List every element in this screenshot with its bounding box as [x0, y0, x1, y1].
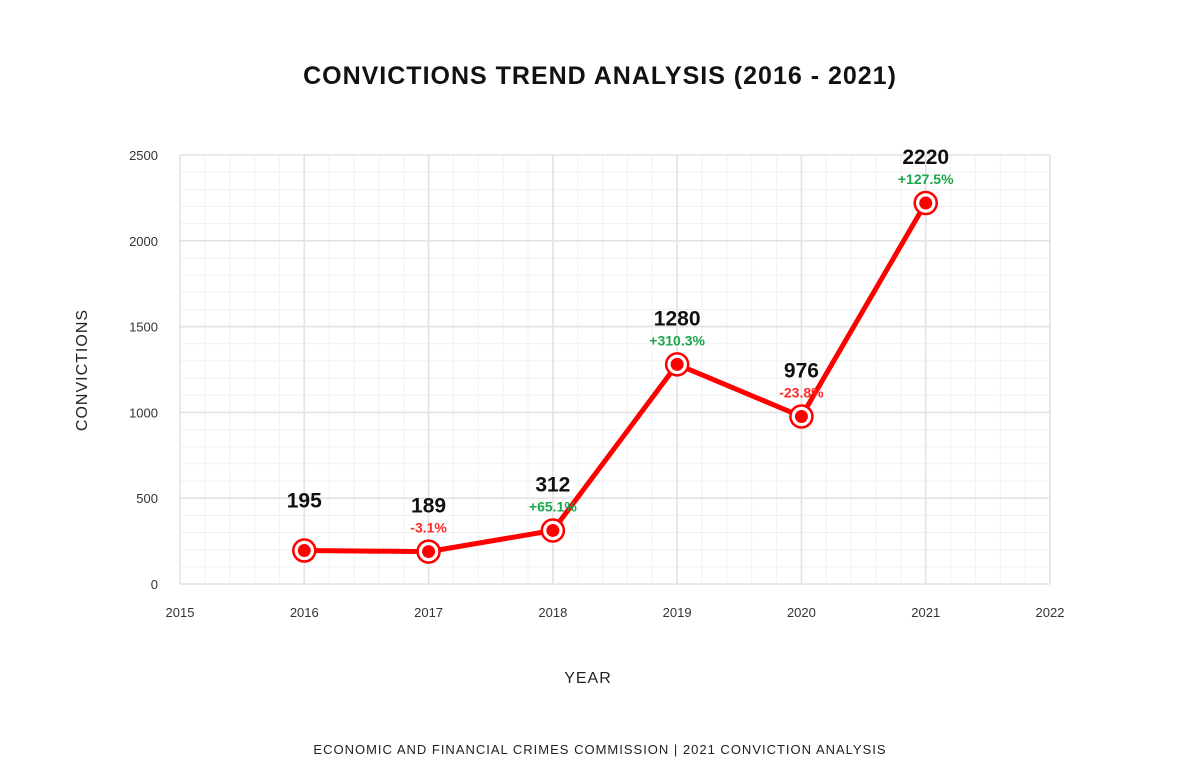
- data-value-label: 976: [784, 360, 819, 383]
- y-tick-label: 0: [151, 577, 158, 592]
- x-tick-label: 2019: [663, 605, 692, 620]
- x-axis-ticks: 2015 2016 2017 2018 2019 2020 2021 2022: [166, 605, 1065, 620]
- data-point-marker: [416, 539, 441, 564]
- data-value-label: 1280: [654, 307, 701, 330]
- y-tick-label: 1500: [129, 320, 158, 335]
- series-line-path: [301, 200, 929, 555]
- change-percent-label: +310.3%: [649, 332, 705, 348]
- y-tick-label: 1000: [129, 405, 158, 420]
- x-tick-label: 2016: [290, 605, 319, 620]
- x-tick-label: 2020: [787, 605, 816, 620]
- data-point-marker: [292, 538, 317, 563]
- chart-title: CONVICTIONS TREND ANALYSIS (2016 - 2021): [303, 62, 897, 90]
- change-percent-label: -23.8%: [779, 385, 824, 401]
- change-percent-label: -3.1%: [410, 520, 447, 536]
- data-labels: 195 189 -3.1% 312 +65.1% 1280 +310.3% 976 -23.8%…: [287, 146, 954, 536]
- data-point-marker: [789, 404, 814, 429]
- series-line: [301, 200, 929, 555]
- x-tick-label: 2021: [911, 605, 940, 620]
- data-points: [292, 190, 938, 564]
- data-point-marker: [540, 518, 566, 543]
- data-value-label: 312: [535, 473, 570, 496]
- y-axis-ticks: 0 500 1000 1500 2000 2500: [129, 148, 158, 592]
- x-tick-label: 2018: [538, 605, 567, 620]
- y-tick-label: 2500: [129, 148, 158, 163]
- data-point-marker: [913, 190, 938, 216]
- y-axis-label: CONVICTIONS: [74, 309, 91, 431]
- data-point-marker: [664, 352, 690, 377]
- x-tick-label: 2015: [166, 605, 195, 620]
- data-value-label: 189: [411, 495, 446, 518]
- change-percent-label: +127.5%: [898, 171, 954, 187]
- grid: [179, 154, 1051, 585]
- x-axis-label: YEAR: [564, 670, 612, 687]
- data-value-label: 2220: [902, 146, 949, 169]
- x-tick-label: 2017: [414, 605, 443, 620]
- y-tick-label: 500: [136, 491, 158, 506]
- change-percent-label: +65.1%: [529, 498, 577, 514]
- y-tick-label: 2000: [129, 234, 158, 249]
- footer-caption: ECONOMIC AND FINANCIAL CRIMES COMMISSION…: [313, 742, 886, 757]
- x-tick-label: 2022: [1036, 605, 1065, 620]
- data-value-label: 195: [287, 490, 322, 513]
